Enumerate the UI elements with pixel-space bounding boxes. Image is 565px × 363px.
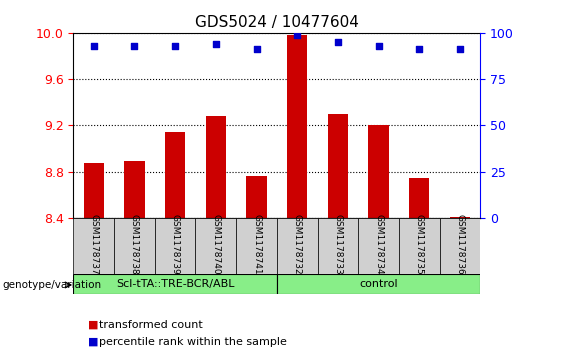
Point [333,39,342,45]
Point [293,32,302,37]
FancyBboxPatch shape [399,218,440,274]
Text: GSM1178737: GSM1178737 [89,215,98,275]
Text: GSM1178735: GSM1178735 [415,215,424,275]
Point [374,43,383,49]
Text: GSM1178739: GSM1178739 [171,215,180,275]
Bar [124,161,145,218]
Text: control: control [359,279,398,289]
Text: transformed count: transformed count [99,320,203,330]
FancyBboxPatch shape [440,218,480,274]
Bar [287,35,307,218]
Bar [84,163,104,218]
Point [171,43,180,49]
Bar [328,114,348,218]
Point [130,43,139,49]
Text: genotype/variation: genotype/variation [3,280,102,290]
Text: Scl-tTA::TRE-BCR/ABL: Scl-tTA::TRE-BCR/ABL [116,279,234,289]
Title: GDS5024 / 10477604: GDS5024 / 10477604 [195,15,359,30]
Bar [409,179,429,218]
Text: GSM1178740: GSM1178740 [211,215,220,275]
FancyBboxPatch shape [318,218,358,274]
Bar [165,132,185,218]
Point [211,41,220,47]
Point [252,46,261,52]
FancyBboxPatch shape [73,274,277,294]
Bar [206,116,226,218]
FancyBboxPatch shape [114,218,155,274]
Text: GSM1178734: GSM1178734 [374,215,383,275]
FancyBboxPatch shape [155,218,195,274]
FancyBboxPatch shape [277,274,480,294]
Point [455,46,464,52]
Text: GSM1178736: GSM1178736 [455,215,464,275]
Text: percentile rank within the sample: percentile rank within the sample [99,337,287,347]
Point [89,43,98,49]
Text: GSM1178732: GSM1178732 [293,215,302,275]
FancyBboxPatch shape [195,218,236,274]
FancyBboxPatch shape [277,218,318,274]
Text: GSM1178741: GSM1178741 [252,215,261,275]
Bar [246,176,267,218]
Point [415,46,424,52]
Text: GSM1178733: GSM1178733 [333,215,342,275]
Bar [368,125,389,218]
Text: GSM1178738: GSM1178738 [130,215,139,275]
Bar [450,217,470,218]
Text: ■: ■ [88,337,98,347]
FancyBboxPatch shape [358,218,399,274]
Text: ■: ■ [88,320,98,330]
FancyBboxPatch shape [73,218,114,274]
FancyBboxPatch shape [236,218,277,274]
